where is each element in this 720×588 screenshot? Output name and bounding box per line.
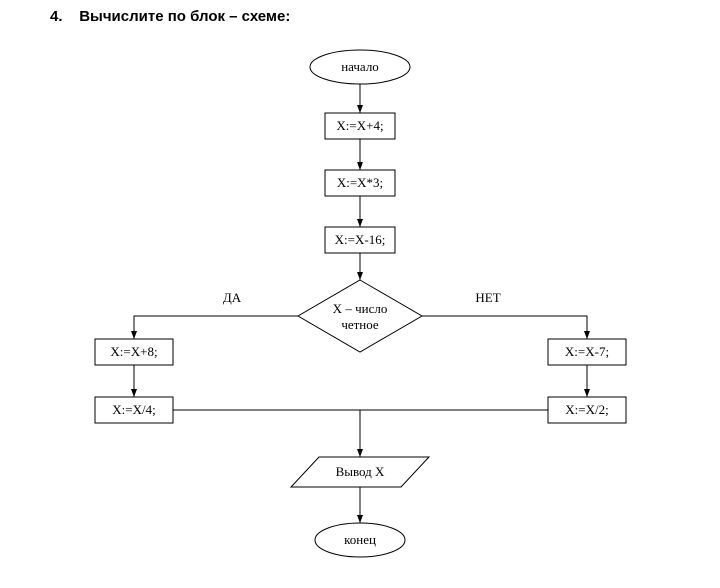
branch-label-no: НЕТ — [475, 290, 500, 306]
label-end: конец — [344, 532, 376, 548]
branch-label-yes: ДА — [223, 290, 241, 306]
flow-edge — [422, 316, 587, 339]
label-p1: X:=X+4; — [336, 118, 383, 134]
label-no2: X:=X/2; — [565, 402, 608, 418]
label-p2: X:=X*3; — [337, 175, 383, 191]
label-dec-2: четное — [341, 317, 378, 333]
label-p3: X:=X-16; — [335, 232, 386, 248]
label-out: Вывод X — [336, 464, 385, 480]
label-no1: X:=X-7; — [565, 344, 609, 360]
flowchart-canvas — [0, 0, 720, 588]
label-yes2: X:=X/4; — [112, 402, 155, 418]
label-start: начало — [341, 59, 379, 75]
flow-edge — [134, 316, 298, 339]
label-dec-1: X – число — [333, 301, 388, 317]
label-yes1: X:=X+8; — [110, 344, 157, 360]
